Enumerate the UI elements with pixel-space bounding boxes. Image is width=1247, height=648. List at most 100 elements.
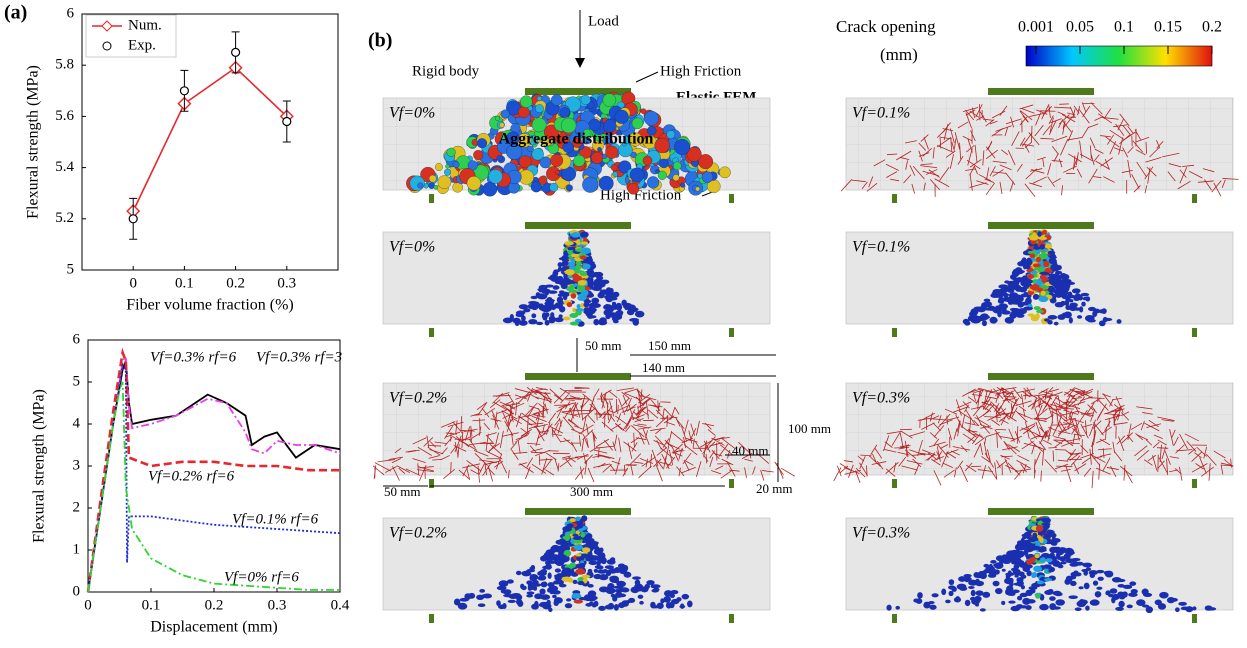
damage (1035, 593, 1041, 598)
aggregate (673, 174, 679, 180)
damage (581, 575, 590, 579)
damage (505, 318, 512, 323)
damage (968, 586, 975, 589)
damage (533, 586, 537, 591)
damage (589, 278, 593, 282)
y-tick-label: 1 (73, 541, 81, 557)
damage (581, 242, 589, 245)
damage (1098, 577, 1104, 581)
damage (996, 291, 1003, 295)
damage (574, 544, 584, 550)
damage (1041, 291, 1046, 296)
aggregate (467, 176, 481, 190)
damage (539, 603, 548, 607)
damage (1178, 602, 1187, 606)
damage (587, 595, 597, 602)
damage (535, 594, 544, 598)
damage (580, 256, 587, 260)
damage (527, 591, 535, 594)
damage (1040, 244, 1045, 249)
damage (1115, 607, 1124, 611)
damage (993, 581, 1000, 587)
damage (604, 295, 613, 300)
damage (579, 563, 585, 569)
aggregate (615, 110, 629, 124)
aggregate (628, 183, 639, 194)
aggregate (632, 118, 643, 129)
damage (620, 564, 625, 571)
damage (1105, 591, 1110, 595)
damage (1155, 600, 1162, 606)
damage (609, 576, 619, 583)
damage (585, 557, 592, 561)
damage (1017, 580, 1024, 586)
damage (481, 594, 489, 598)
y-tick-label: 5.6 (55, 108, 74, 124)
damage (1110, 588, 1118, 594)
damage (621, 300, 627, 307)
damage (978, 571, 987, 577)
y-axis-label: Flexural strength (MPa) (31, 389, 48, 543)
damage (549, 274, 558, 280)
damage (1021, 552, 1025, 556)
damage (1119, 593, 1126, 600)
damage (1169, 598, 1178, 602)
damage (965, 600, 971, 606)
aggregate (597, 147, 601, 151)
damage (567, 262, 575, 267)
damage (1051, 606, 1061, 609)
damage (611, 594, 615, 597)
damage (627, 309, 634, 315)
damage (1061, 282, 1068, 287)
fiber (947, 416, 948, 425)
y-tick-label: 6 (73, 331, 81, 347)
damage (632, 576, 641, 579)
damage (539, 589, 545, 595)
damage (1013, 564, 1019, 569)
damage (562, 255, 569, 260)
damage (1001, 285, 1009, 291)
damage (1041, 522, 1050, 526)
damage (576, 241, 580, 245)
damage (1087, 319, 1095, 322)
panel-tag: Vf=0% (389, 239, 435, 256)
annotation: Load (588, 13, 619, 29)
legend-marker (102, 21, 112, 31)
damage (983, 564, 989, 568)
damage (1084, 583, 1090, 590)
damage (1075, 607, 1082, 611)
arrowhead (575, 58, 585, 68)
damage (592, 602, 597, 607)
aggregate (658, 171, 667, 180)
loading-plate (525, 508, 631, 515)
damage (515, 320, 520, 326)
aggregate (643, 156, 652, 165)
x-tick-label: 0.2 (205, 597, 224, 613)
damage (583, 302, 589, 307)
damage (1032, 532, 1037, 538)
damage (508, 600, 516, 603)
aggregate (453, 161, 460, 168)
damage (526, 594, 533, 597)
damage (589, 302, 597, 307)
damage (562, 568, 571, 573)
damage (1117, 319, 1122, 324)
aggregate (647, 176, 659, 188)
damage (682, 594, 690, 600)
damage (577, 295, 586, 301)
damage (1090, 573, 1095, 579)
damage (1006, 550, 1016, 557)
support (892, 479, 897, 488)
damage (571, 293, 577, 299)
damage (993, 563, 1003, 567)
series-label: Vf=0.1% rf=6 (232, 511, 319, 527)
damage (1017, 596, 1022, 601)
damage (1062, 293, 1068, 299)
damage (575, 553, 581, 556)
damage (548, 572, 552, 578)
fiber (1017, 426, 1018, 444)
damage (550, 312, 554, 317)
damage (556, 304, 563, 309)
damage (1008, 591, 1015, 596)
damage (608, 308, 612, 311)
